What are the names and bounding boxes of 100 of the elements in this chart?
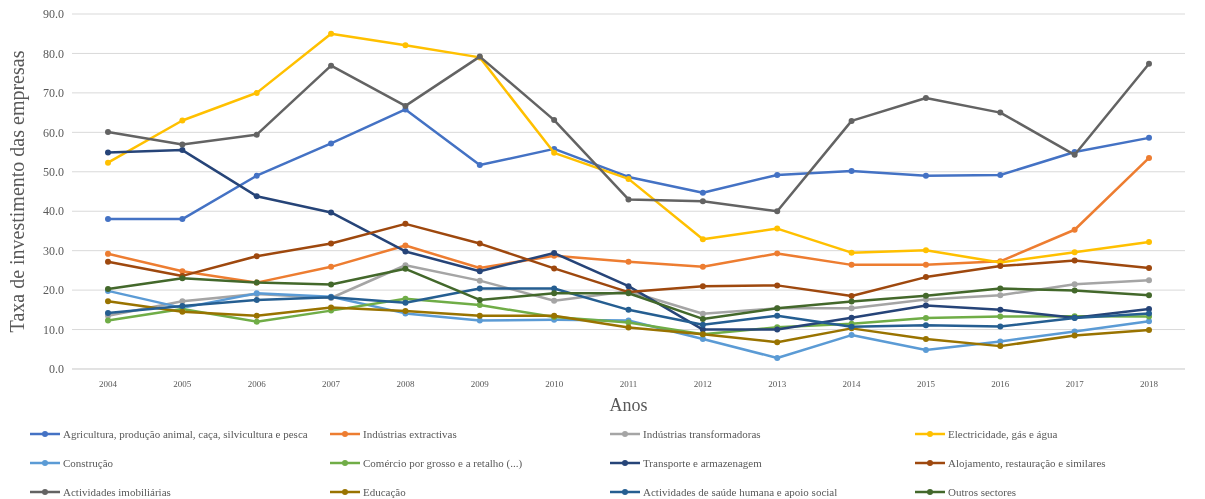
legend-label: Agricultura, produção animal, caça, silvicultura e pesca xyxy=(63,427,308,440)
point xyxy=(1071,332,1078,339)
point xyxy=(922,302,929,309)
point xyxy=(922,261,929,268)
x-tick-label: 2013 xyxy=(768,379,787,389)
point xyxy=(699,236,706,243)
x-tick-label: 2016 xyxy=(991,379,1010,389)
point xyxy=(105,298,111,305)
point xyxy=(997,171,1004,178)
point xyxy=(179,216,186,223)
point xyxy=(476,240,483,247)
point xyxy=(476,312,483,319)
point xyxy=(774,171,781,178)
point xyxy=(848,332,855,339)
point xyxy=(402,220,409,227)
x-tick-label: 2012 xyxy=(693,379,712,389)
x-tick-label: 2011 xyxy=(619,379,638,389)
x-tick-label: 2005 xyxy=(173,379,192,389)
point xyxy=(105,317,111,324)
point xyxy=(997,343,1004,350)
point xyxy=(253,193,260,200)
point xyxy=(328,62,335,69)
point xyxy=(402,242,409,249)
point xyxy=(922,322,929,329)
point xyxy=(997,292,1004,299)
point xyxy=(699,336,706,343)
legend-label: Actividades de saúde humana e apoio social xyxy=(643,485,838,498)
y-tick-label: 60.0 xyxy=(43,125,64,140)
point xyxy=(997,313,1004,320)
point xyxy=(1071,281,1078,288)
point xyxy=(922,247,929,254)
legend-label: Construção xyxy=(63,456,114,469)
point xyxy=(848,305,855,312)
point xyxy=(774,282,781,289)
point xyxy=(402,248,409,255)
y-tick-label: 90.0 xyxy=(43,7,64,22)
point xyxy=(848,298,855,305)
point xyxy=(328,140,335,147)
point xyxy=(1071,249,1078,256)
point xyxy=(328,263,335,270)
point xyxy=(476,277,483,284)
y-tick-label: 40.0 xyxy=(43,204,64,219)
point xyxy=(1146,318,1152,325)
point xyxy=(922,172,929,179)
point xyxy=(1146,60,1152,67)
x-tick-label: 2017 xyxy=(1065,379,1085,389)
point xyxy=(476,302,483,309)
point xyxy=(848,293,855,300)
point xyxy=(179,147,186,154)
point xyxy=(774,312,781,319)
point xyxy=(997,285,1004,292)
point xyxy=(253,172,260,179)
point xyxy=(699,315,706,322)
x-tick-label: 2007 xyxy=(322,379,341,389)
point xyxy=(699,310,706,317)
point xyxy=(1146,238,1152,245)
point xyxy=(774,208,781,215)
point xyxy=(625,258,632,265)
point xyxy=(1146,292,1152,299)
y-tick-label: 50.0 xyxy=(43,164,64,179)
x-tick-label: 2010 xyxy=(545,379,564,389)
point xyxy=(922,274,929,281)
point xyxy=(997,338,1004,345)
point xyxy=(105,258,111,265)
point xyxy=(551,265,558,272)
point xyxy=(253,312,260,319)
legend-label: Comércio por grosso e a retalho (...) xyxy=(363,456,523,470)
point xyxy=(625,196,632,203)
legend-label: Transporte e armazenagem xyxy=(643,456,763,469)
point xyxy=(253,89,260,96)
point xyxy=(1071,287,1078,294)
y-axis-title: Taxa de investimento das empresas xyxy=(6,50,29,333)
x-tick-label: 2009 xyxy=(470,379,490,389)
point xyxy=(699,263,706,270)
point xyxy=(476,285,483,292)
point xyxy=(105,149,111,156)
point xyxy=(551,290,558,297)
point xyxy=(1146,265,1152,272)
y-tick-label: 30.0 xyxy=(43,243,64,258)
x-tick-label: 2018 xyxy=(1140,379,1159,389)
point xyxy=(1146,277,1152,284)
point xyxy=(328,209,335,216)
point xyxy=(774,250,781,257)
point xyxy=(1146,326,1152,333)
point xyxy=(402,299,409,306)
x-tick-label: 2008 xyxy=(396,379,415,389)
point xyxy=(699,198,706,205)
point xyxy=(179,141,186,148)
point xyxy=(105,216,111,223)
y-tick-label: 70.0 xyxy=(43,86,64,101)
point xyxy=(1071,257,1078,264)
legend-label: Indústrias extractivas xyxy=(363,427,457,440)
point xyxy=(253,296,260,303)
y-tick-label: 20.0 xyxy=(43,283,64,298)
y-tick-label: 80.0 xyxy=(43,46,64,61)
point xyxy=(1146,134,1152,141)
y-tick-label: 0.0 xyxy=(49,362,64,377)
point xyxy=(848,261,855,268)
point xyxy=(476,296,483,303)
point xyxy=(774,354,781,361)
